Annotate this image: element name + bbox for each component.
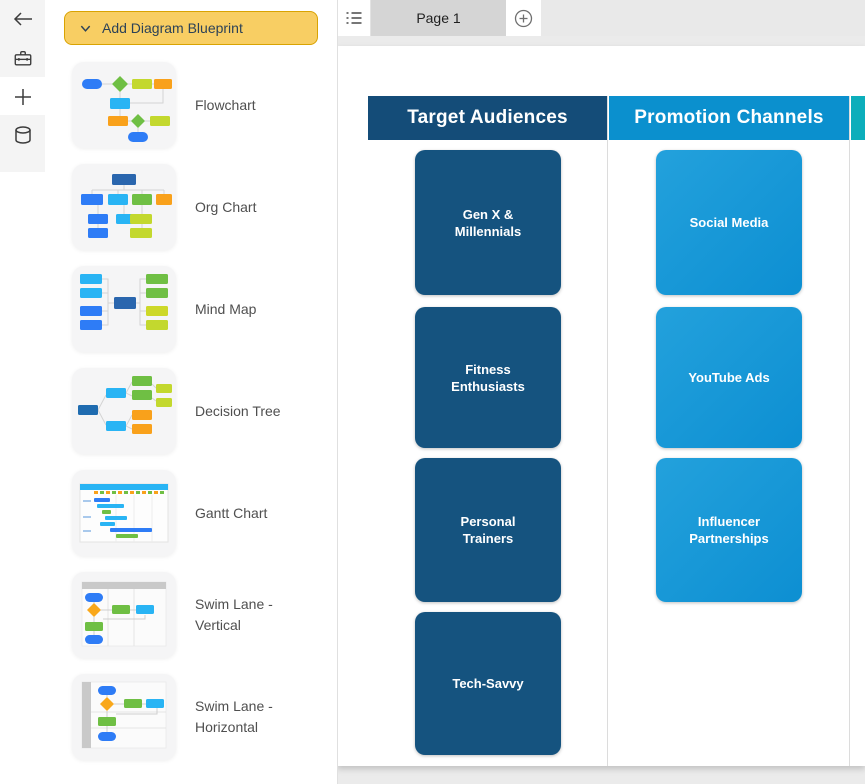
node-tech-savvy[interactable]: Tech-Savvy [415,612,561,755]
lane-header-promotion-channels[interactable]: Promotion Channels [609,96,849,140]
blueprint-label: Flowchart [195,96,256,113]
node-youtube-ads[interactable]: YouTube Ads [656,307,802,448]
node-label: Social Media [689,215,769,230]
node-label: YouTube Ads [688,370,770,385]
lane-header-clipped[interactable] [851,96,865,140]
node-social-media[interactable]: Social Media [656,150,802,295]
blueprint-label: Org Chart [195,198,257,215]
swim-lane-vertical-preview-icon [81,581,167,647]
gantt-chart-preview-icon [79,483,169,543]
node-gen-x-millennials[interactable]: Gen X & Millennials [415,150,561,295]
node-label: Gen X & Millennials [454,206,522,239]
blueprint-label: Mind Map [195,300,257,317]
blueprint-label: Decision Tree [195,402,281,419]
editor-area: Page 1 Target Audiences Promotion Channe… [337,0,865,784]
left-rail [0,0,45,784]
flowchart-preview-icon [82,76,172,142]
toolbox-button[interactable] [0,39,45,77]
swim-lane-horizontal-preview-icon [81,681,167,749]
blueprint-item-flowchart[interactable]: Flowchart [72,62,324,148]
lane-divider [849,96,850,766]
add-diagram-blueprint-label: Add Diagram Blueprint [102,20,243,36]
lane-title: Promotion Channels [634,107,824,128]
blueprint-thumbnail-gantt-chart [72,470,176,556]
node-label: Tech-Savvy [452,676,524,691]
node-label: Fitness Enthusiasts [451,361,525,394]
lane-header-target-audiences[interactable]: Target Audiences [368,96,607,140]
org-chart-preview-icon [81,174,172,238]
blueprint-item-gantt-chart[interactable]: Gantt Chart [72,470,324,556]
blueprint-label: Swim Lane - Horizontal [195,698,273,735]
mind-map-preview-icon [80,274,168,330]
node-fitness-enthusiasts[interactable]: Fitness Enthusiasts [415,307,561,448]
node-label: Personal Trainers [460,514,516,546]
blueprint-item-org-chart[interactable]: Org Chart [72,164,324,250]
canvas-page[interactable]: Target Audiences Promotion Channels Gen … [337,46,865,766]
data-button[interactable] [0,117,45,155]
back-arrow-icon [13,12,32,26]
blueprint-thumbnail-org-chart [72,164,176,250]
node-personal-trainers[interactable]: Personal Trainers [415,458,561,602]
chevron-down-icon [80,25,91,32]
tab-page-1[interactable]: Page 1 [371,0,506,36]
blueprint-item-swim-lane-horizontal[interactable]: Swim Lane - Horizontal [72,674,324,760]
add-diagram-blueprint-button[interactable]: Add Diagram Blueprint [64,11,318,45]
node-influencer-partnerships[interactable]: Influencer Partnerships [656,458,802,602]
toolbox-icon [14,50,31,66]
blueprint-label: Swim Lane - Vertical [195,596,273,633]
back-button[interactable] [0,0,45,38]
decision-tree-preview-icon [78,376,172,434]
blueprint-thumbnail-swim-lane-horizontal [72,674,176,760]
lane-title: Target Audiences [407,107,568,128]
node-label: Influencer Partnerships [689,514,769,546]
page-list-icon [346,12,361,24]
plus-icon [14,89,31,105]
tab-page-1-label: Page 1 [416,10,461,26]
blueprint-label: Gantt Chart [195,504,268,521]
database-icon [14,126,31,144]
blueprint-item-decision-tree[interactable]: Decision Tree [72,368,324,454]
blueprint-thumbnail-decision-tree [72,368,176,454]
add-page-button[interactable] [506,0,541,36]
blueprint-sidebar: Add Diagram Blueprint [45,0,338,784]
blueprint-thumbnail-mind-map [72,266,176,352]
add-shape-button[interactable] [0,78,45,116]
blueprint-thumbnail-flowchart [72,62,176,148]
blueprint-thumbnail-swim-lane-vertical [72,572,176,658]
blueprint-item-mind-map[interactable]: Mind Map [72,266,324,352]
lane-divider [607,96,608,766]
add-page-icon [514,9,533,27]
page-tab-bar: Page 1 [337,0,865,36]
page-list-button[interactable] [337,0,371,36]
blueprint-item-swim-lane-vertical[interactable]: Swim Lane - Vertical [72,572,324,658]
